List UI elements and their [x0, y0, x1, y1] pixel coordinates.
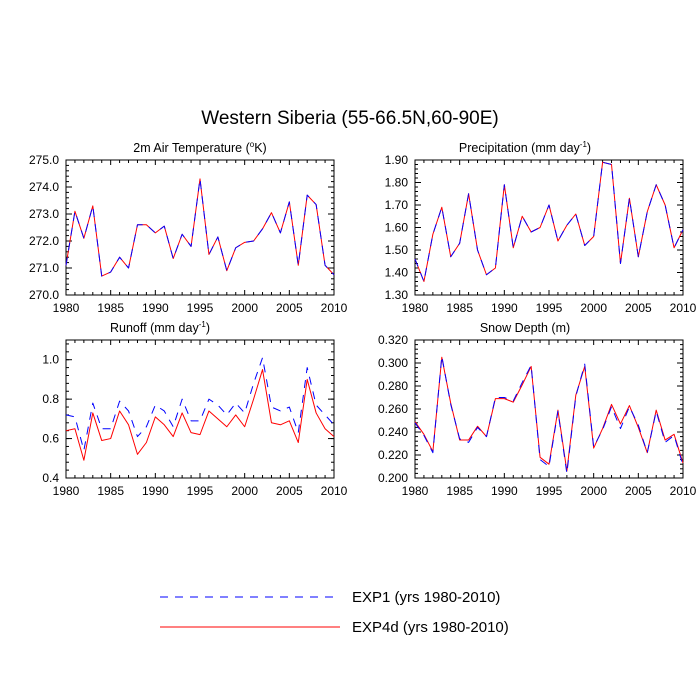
- x-tick-label: 1995: [536, 301, 563, 315]
- y-tick-label: 1.30: [385, 288, 409, 302]
- y-tick-label: 0.200: [378, 471, 408, 485]
- series-line-exp1: [414, 355, 684, 474]
- panel-air-temperature: 2m Air Temperature (oK) 1980 1985 1990 1995…: [29, 140, 348, 315]
- x-tick-label: 2010: [321, 301, 348, 315]
- x-tick-label: 2010: [670, 301, 697, 315]
- x-tick-label: 1990: [142, 301, 169, 315]
- x-tick-label: 1995: [536, 484, 563, 498]
- panel-snow-depth: Snow Depth (m) 1980 1985 1990 1995 2000 2005 2…: [378, 321, 697, 498]
- x-tick-label: 2000: [580, 484, 607, 498]
- y-tick-label: 273.0: [29, 207, 59, 221]
- x-tick-label: 1985: [97, 484, 124, 498]
- x-tick-label: 1980: [402, 484, 429, 498]
- x-tick-label: 2010: [321, 484, 348, 498]
- series-line-exp1: [65, 357, 335, 451]
- y-tick-label: 1.80: [385, 176, 409, 190]
- x-tick-label: 1990: [142, 484, 169, 498]
- y-tick-label: 1.50: [385, 243, 409, 257]
- y-tick-label: 0.240: [378, 425, 408, 439]
- x-tick-label: 1985: [446, 484, 473, 498]
- series-line-exp4d: [414, 161, 684, 282]
- y-tick-label: 1.0: [42, 353, 59, 367]
- x-tick-label: 1990: [491, 484, 518, 498]
- panel-precipitation: Precipitation (mm day-1) 1980 1985 1990 199…: [385, 140, 697, 315]
- plot-frame: [414, 339, 684, 479]
- series-line-exp1: [414, 161, 684, 282]
- y-tick-label: 274.0: [29, 180, 59, 194]
- y-tick-label: 0.220: [378, 448, 408, 462]
- x-tick-label: 1985: [446, 301, 473, 315]
- x-tick-label: 1995: [187, 301, 214, 315]
- x-tick-label: 2000: [231, 301, 258, 315]
- panel-title: Precipitation (mm day-1): [459, 140, 591, 155]
- series-line-exp4d: [414, 356, 684, 472]
- y-tick-label: 270.0: [29, 288, 59, 302]
- y-tick-label: 1.60: [385, 221, 409, 235]
- y-tick-label: 1.40: [385, 266, 409, 280]
- x-tick-label: 1995: [187, 484, 214, 498]
- panel-title: 2m Air Temperature (oK): [133, 140, 266, 155]
- y-tick-label: 1.70: [385, 198, 409, 212]
- panel-runoff: Runoff (mm day-1) 1980 1985 1990 1995 2000 20…: [42, 320, 347, 498]
- legend-label-exp1: EXP1 (yrs 1980-2010): [352, 589, 500, 606]
- y-tick-label: 272.0: [29, 234, 59, 248]
- y-tick-label: 0.300: [378, 356, 408, 370]
- y-tick-label: 275.0: [29, 153, 59, 167]
- series-line-exp4d: [65, 178, 335, 277]
- series-line-exp1: [65, 178, 335, 277]
- x-tick-label: 1980: [53, 484, 80, 498]
- x-tick-label: 2000: [580, 301, 607, 315]
- x-tick-label: 1990: [491, 301, 518, 315]
- legend-label-exp4d: EXP4d (yrs 1980-2010): [352, 619, 509, 636]
- x-tick-label: 1985: [97, 301, 124, 315]
- y-tick-label: 0.260: [378, 402, 408, 416]
- figure-title: Western Siberia (55-66.5N,60-90E): [201, 108, 498, 129]
- x-tick-label: 2005: [276, 484, 303, 498]
- panel-title: Snow Depth (m): [480, 321, 570, 335]
- y-tick-label: 0.6: [42, 432, 59, 446]
- x-tick-label: 1980: [53, 301, 80, 315]
- plot-frame: [414, 159, 684, 296]
- x-tick-label: 2005: [625, 484, 652, 498]
- y-tick-label: 271.0: [29, 261, 59, 275]
- x-tick-label: 2000: [231, 484, 258, 498]
- x-tick-label: 2010: [670, 484, 697, 498]
- x-tick-label: 2005: [276, 301, 303, 315]
- x-tick-label: 1980: [402, 301, 429, 315]
- plot-frame: [65, 339, 335, 479]
- x-tick-label: 2005: [625, 301, 652, 315]
- legend: EXP1 (yrs 1980-2010) EXP4d (yrs 1980-201…: [160, 589, 509, 636]
- y-tick-label: 0.320: [378, 333, 408, 347]
- y-tick-label: 1.90: [385, 153, 409, 167]
- panel-title: Runoff (mm day-1): [110, 320, 210, 335]
- y-tick-label: 0.8: [42, 392, 59, 406]
- y-tick-label: 0.4: [42, 471, 59, 485]
- series-line-exp4d: [65, 369, 335, 461]
- y-tick-label: 0.280: [378, 379, 408, 393]
